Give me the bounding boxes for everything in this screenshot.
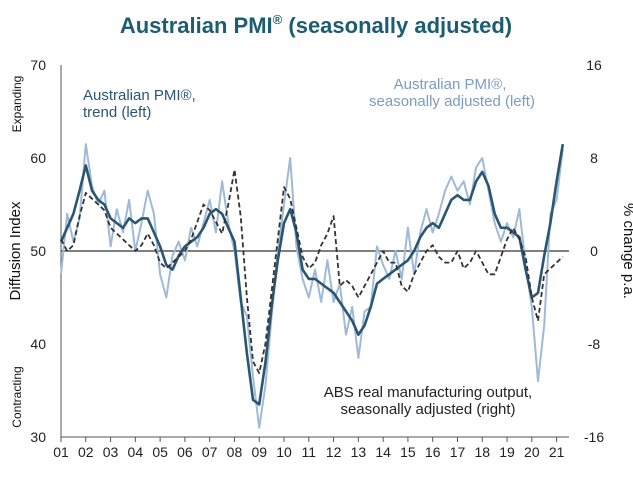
x-tick-label: 01 [53,444,69,460]
x-tick-label: 16 [425,444,441,460]
x-tick-label: 15 [400,444,416,460]
x-tick-label: 11 [302,444,317,460]
series-layer [59,143,565,429]
series-line-2 [60,168,564,375]
right-tick-label: -16 [584,429,604,445]
x-tick-label: 02 [78,444,94,460]
plot-area [60,65,569,438]
right-y-axis: -16 -8 0 8 16 [584,57,604,445]
left-tick-label: 40 [30,336,46,352]
x-tick-label: 06 [177,444,193,460]
right-tick-label: 8 [590,150,598,166]
annotation-trend-line-2: trend (left) [83,104,151,121]
left-tick-label: 30 [30,429,46,445]
x-tick-label: 03 [103,444,119,460]
annotation-trend-line-1: Australian PMI®, [83,87,196,104]
right-tick-label: 0 [590,243,598,259]
x-tick-label: 04 [128,444,144,460]
y-axis-title-right: % change p.a. [620,203,633,299]
series-line-1 [59,143,565,406]
annotation-abs-line-1: ABS real manufacturing output, [324,384,532,401]
chart-title: Australian PMI® (seasonally adjusted) [120,12,512,38]
right-tick-label: -8 [588,336,601,352]
x-tick-label: 07 [202,444,218,460]
contracting-label: Contracting [10,366,24,427]
left-y-axis: 30 40 50 60 70 [30,57,46,445]
x-tick-label: 09 [251,444,267,460]
x-tick-label: 21 [549,444,565,460]
annotation-sa-line-2: seasonally adjusted (left) [369,93,535,110]
x-tick-label: 10 [276,444,292,460]
annotation-sa-line-1: Australian PMI®, [394,76,507,93]
left-tick-label: 60 [30,150,46,166]
annotation-abs: ABS real manufacturing output, seasonall… [324,384,532,418]
x-tick-label: 05 [152,444,168,460]
x-tick-label: 08 [227,444,243,460]
x-tick-label: 14 [375,444,391,460]
series-line-0 [60,143,564,429]
right-tick-label: 16 [586,57,602,73]
x-tick-label: 18 [474,444,490,460]
x-tick-label: 17 [450,444,466,460]
x-axis: 01 02 03 04 05 06 07 08 09 10 11 12 13 14 15 16 17 18 19 20… [53,437,565,460]
left-tick-label: 70 [30,57,46,73]
annotation-trend: Australian PMI®, trend (left) [83,87,196,121]
x-tick-label: 12 [326,444,342,460]
x-tick-label: 13 [351,444,367,460]
expanding-label: Expanding [10,76,24,133]
y-axis-title-left: Diffusion Index [7,201,24,300]
x-tick-label: 19 [499,444,515,460]
left-tick-label: 50 [30,243,46,259]
x-tick-label: 20 [524,444,540,460]
annotation-sa: Australian PMI®, seasonally adjusted (le… [369,76,535,110]
annotation-abs-line-2: seasonally adjusted (right) [340,401,515,418]
